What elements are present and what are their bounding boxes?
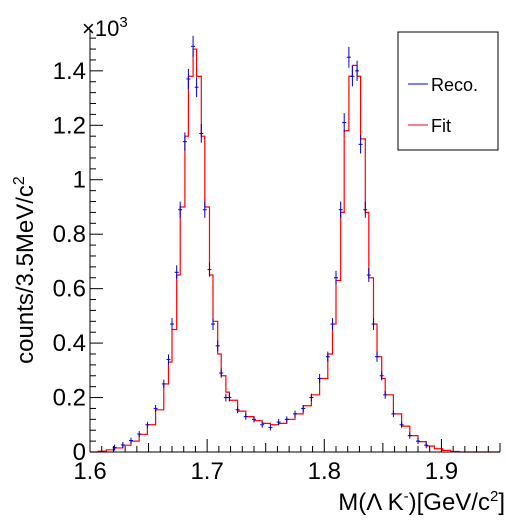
reco-point xyxy=(252,416,256,423)
legend-fit-label: Fit xyxy=(431,116,451,136)
reco-point xyxy=(371,318,376,330)
reco-point xyxy=(153,404,158,412)
reco-point xyxy=(161,379,166,389)
y-tick-label: 1 xyxy=(73,167,86,194)
reco-point xyxy=(215,340,220,352)
reco-point xyxy=(355,60,360,82)
y-tick-label: 0.6 xyxy=(53,276,86,303)
legend: Reco. Fit xyxy=(397,31,499,151)
y-tick-label: 1.2 xyxy=(53,112,86,139)
reco-point xyxy=(383,390,388,399)
reco-point xyxy=(186,68,191,90)
x-tick-label: 1.9 xyxy=(425,458,458,485)
axes-layer: 1.6 1.7 1.8 1.9 0 0.2 0.4 0.6 0.8 1 1.2 1.4 xyxy=(53,30,501,485)
reco-point xyxy=(182,132,187,151)
reco-point xyxy=(284,416,289,423)
reco-point xyxy=(260,421,265,428)
reco-point xyxy=(145,421,150,428)
reco-point xyxy=(325,351,330,362)
reco-point xyxy=(334,270,338,285)
reco-point xyxy=(243,413,248,420)
reco-point xyxy=(129,437,133,444)
reco-point xyxy=(211,318,215,330)
reco-point xyxy=(202,201,207,218)
reco-point xyxy=(391,410,396,418)
reco-point xyxy=(166,354,171,365)
reco-point xyxy=(227,393,232,402)
reco-point xyxy=(358,135,363,154)
reco-point xyxy=(301,404,306,412)
reco-point xyxy=(363,201,368,218)
y-multiplier-label: ×103 xyxy=(82,14,128,41)
legend-box xyxy=(397,31,499,151)
reco-point xyxy=(379,371,384,381)
reco-point xyxy=(338,201,343,218)
reco-point xyxy=(170,318,174,330)
reco-point xyxy=(178,201,183,218)
reco-point xyxy=(424,442,429,449)
plot-layer xyxy=(90,35,500,453)
x-tick-label: 1.6 xyxy=(73,458,106,485)
reco-point xyxy=(199,124,204,143)
reco-point xyxy=(416,438,420,445)
y-axis-label: counts/3.5MeV/c2 xyxy=(11,176,39,364)
reco-point xyxy=(342,113,347,133)
reco-point xyxy=(207,262,212,277)
reco-point xyxy=(137,431,142,438)
reco-point xyxy=(219,368,224,378)
reco-point xyxy=(191,35,196,57)
reco-point xyxy=(350,66,355,87)
y-tick-label: 1.4 xyxy=(53,58,86,85)
reco-point xyxy=(375,351,379,362)
reco-point xyxy=(309,393,314,402)
reco-point xyxy=(120,441,125,448)
reco-point xyxy=(293,410,297,418)
reco-point xyxy=(174,265,179,280)
y-tick-label: 0 xyxy=(73,439,86,466)
reco-point xyxy=(399,421,404,428)
reco-point xyxy=(194,77,199,98)
reco-point xyxy=(276,419,281,426)
x-tick-label: 1.8 xyxy=(308,458,341,485)
reco-point xyxy=(268,424,273,431)
y-tick-label: 0.8 xyxy=(53,221,86,248)
reco-point xyxy=(366,268,371,282)
reco-point xyxy=(235,406,240,414)
reco-point xyxy=(317,374,322,383)
y-multiplier-exponent: 3 xyxy=(119,14,127,31)
x-axis-label: M(Λ K-)[GeV/c2] xyxy=(338,488,505,516)
reco-point xyxy=(330,318,335,330)
legend-reco-label: Reco. xyxy=(431,75,478,95)
y-tick-label: 0.2 xyxy=(53,385,86,412)
reco-point xyxy=(346,46,351,68)
reco-point xyxy=(407,432,412,439)
y-tick-label: 0.4 xyxy=(53,330,86,357)
x-tick-label: 1.7 xyxy=(190,458,223,485)
reco-point xyxy=(223,393,228,402)
